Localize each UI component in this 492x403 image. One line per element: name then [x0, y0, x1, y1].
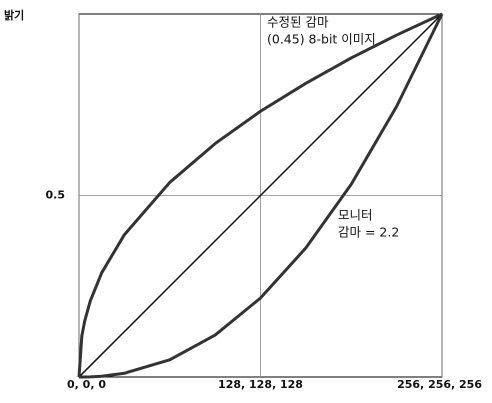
- curve: [77, 12, 443, 378]
- y-axis-label: 밝기: [4, 8, 24, 22]
- x-tick-label: 128, 128, 128: [218, 378, 303, 391]
- curve: [78, 13, 443, 378]
- x-tick-label: 256, 256, 256: [397, 378, 482, 391]
- y-tick-label: 0.5: [46, 189, 66, 202]
- annotation: 모니터: [338, 208, 373, 223]
- annotation: 수정된 감마: [267, 15, 329, 30]
- annotation: (0.45) 8-bit 이미지: [267, 32, 376, 47]
- x-tick-label: 0, 0, 0: [67, 378, 106, 391]
- curve: [79, 13, 444, 379]
- annotation: 감마 = 2.2: [338, 225, 399, 240]
